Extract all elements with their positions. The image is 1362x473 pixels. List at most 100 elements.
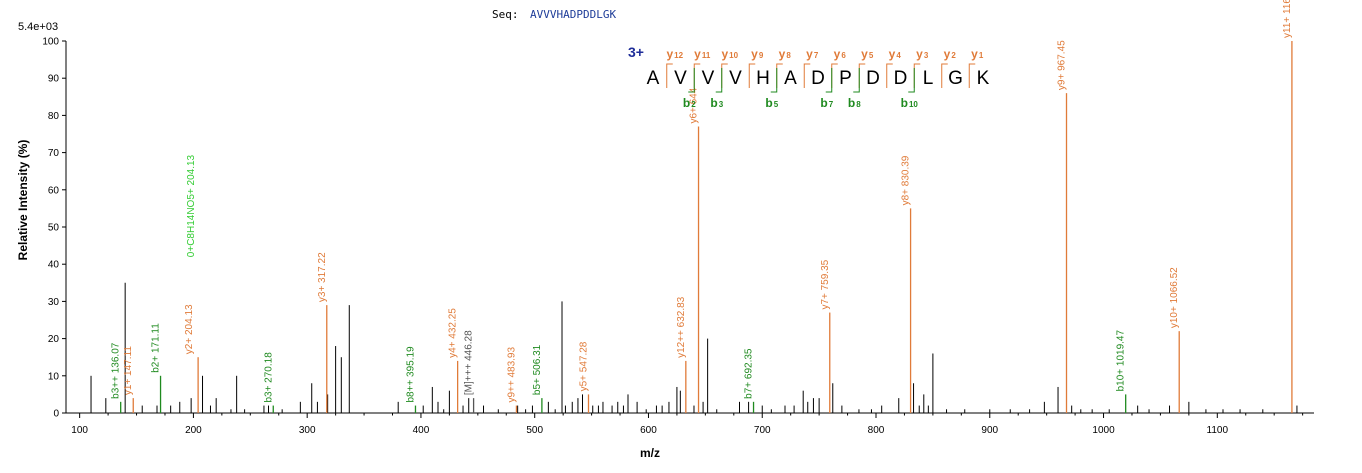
peak-label: 0+C8H14NO5+ 204.13 [186, 154, 197, 257]
x-tick-label: 1100 [1207, 425, 1229, 436]
y-ion-bracket [913, 63, 921, 88]
ion-number: 8 [856, 100, 861, 109]
peak-label: y7+ 759.35 [820, 259, 831, 309]
ion-number: 8 [786, 51, 791, 60]
peak-label: b10+ 1019.47 [1116, 330, 1127, 392]
y-axis-title: Relative Intensity (%) [16, 140, 30, 261]
ion-type: b [820, 96, 827, 110]
sequence-residue: V [674, 68, 687, 89]
sequence-residue: V [702, 68, 715, 89]
sequence-residue: D [894, 68, 908, 89]
b-ion-bracket [825, 68, 833, 93]
y-tick-label: 60 [48, 185, 60, 196]
x-tick-label: 500 [526, 425, 543, 436]
ion-number: 9 [759, 51, 764, 60]
ion-type: y [666, 47, 673, 61]
y-ion-label: y12 [666, 47, 683, 61]
x-tick-label: 900 [981, 425, 998, 436]
ion-type: y [971, 47, 978, 61]
y-tick-label: 90 [48, 74, 60, 85]
sequence-residue: V [729, 68, 742, 89]
ion-type: y [721, 47, 728, 61]
x-axis-title: m/z [640, 446, 660, 460]
ion-number: 3 [719, 100, 724, 109]
sequence-value: AVVVHADPDDLGK [530, 8, 616, 21]
peak-label: b2+ 171.11 [151, 323, 162, 373]
y-tick-label: 50 [48, 223, 60, 234]
y-ion-label: y8 [779, 47, 792, 61]
peak-label: y12++ 632.83 [676, 296, 687, 358]
y-ion-label: y4 [889, 47, 902, 61]
ion-number: 7 [814, 51, 819, 60]
ion-number: 6 [841, 51, 846, 60]
ion-number: 2 [691, 100, 696, 109]
y-ion-bracket [693, 63, 701, 88]
y-tick-label: 10 [48, 371, 60, 382]
y-tick-label: 20 [48, 334, 60, 345]
sequence-residue: D [811, 68, 825, 89]
y-ion-bracket [886, 63, 893, 88]
peak-label: y10+ 1066.52 [1169, 267, 1180, 328]
y-tick-label: 30 [48, 297, 60, 308]
ion-number: 1 [979, 51, 984, 60]
b-ion-bracket [688, 68, 695, 93]
sequence-residue: H [756, 68, 770, 89]
peak-label: y8+ 830.39 [901, 155, 912, 205]
peak-label: y11+ 1165.59 [1282, 0, 1293, 38]
x-tick-label: 800 [868, 425, 885, 436]
peak-label: b3+ 270.18 [263, 352, 274, 403]
ion-number: 12 [674, 51, 683, 60]
ion-number: 5 [774, 100, 779, 109]
ion-type: b [765, 96, 772, 110]
y-ion-bracket [748, 63, 756, 88]
peak-label: b7+ 692.35 [744, 348, 755, 399]
peak-label: y9++ 483.93 [506, 347, 517, 403]
y-ion-bracket [968, 63, 976, 88]
peaks [90, 41, 1298, 413]
x-tick-label: 400 [413, 425, 430, 436]
ion-type: y [806, 47, 813, 61]
peak-label: b5+ 506.31 [532, 344, 543, 395]
x-tick-label: 200 [185, 425, 202, 436]
peak-labels: b3++ 136.07 y1+ 147.11 b2+ 171.11 y2+ 204.1… [111, 0, 1293, 403]
ion-type: b [683, 96, 690, 110]
ion-number: 7 [829, 100, 834, 109]
b-ion-bracket [715, 68, 723, 93]
x-tick-label: 1000 [1092, 425, 1115, 436]
sequence-residue: A [784, 68, 797, 89]
ion-type: y [834, 47, 841, 61]
y-ion-label: y3 [916, 47, 929, 61]
y-ion-bracket [803, 63, 811, 88]
ion-number: 3 [924, 51, 929, 60]
sequence-residue: D [866, 68, 880, 89]
b-ion-label: b8 [848, 96, 861, 110]
x-tick-label: 300 [299, 425, 316, 436]
ion-type: y [916, 47, 923, 61]
y-ion-label: y6 [834, 47, 847, 61]
y-ion-bracket [721, 63, 728, 88]
peak-label: [M]+++ 446.28 [464, 330, 475, 395]
ion-number: 2 [951, 51, 956, 60]
b-ion-bracket [770, 68, 778, 93]
ion-type: b [710, 96, 717, 110]
y-ion-label: y11 [694, 47, 711, 61]
b-ion-label: b10 [901, 96, 919, 110]
peak-label: y6+ 644 [689, 87, 700, 123]
sequence-label: Seq: [492, 8, 519, 21]
b-ion-label: b3 [710, 96, 723, 110]
y-ion-bracket [666, 63, 673, 88]
charge-state: 3+ [628, 44, 644, 60]
y-tick-label: 0 [53, 409, 59, 420]
y-tick-label: 40 [48, 260, 60, 271]
sequence-residue: L [923, 68, 934, 89]
b-ion-label: b7 [820, 96, 833, 110]
ion-type: y [694, 47, 701, 61]
sequence-residue: P [839, 68, 852, 89]
ion-type: y [779, 47, 786, 61]
b-ion-label: b2 [683, 96, 696, 110]
y-ion-label: y1 [971, 47, 984, 61]
ion-number: 5 [869, 51, 874, 60]
y-ion-label: y2 [944, 47, 957, 61]
peak-label: b3++ 136.07 [111, 342, 122, 399]
